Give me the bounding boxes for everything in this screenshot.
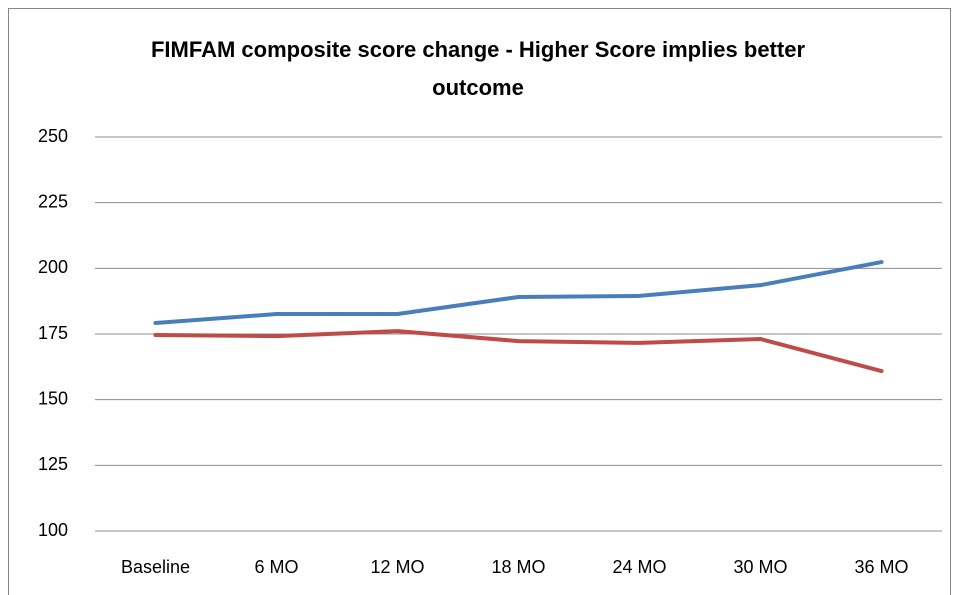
y-tick-label: 150 [38, 388, 68, 408]
y-tick-label: 125 [38, 454, 68, 474]
x-tick-label: 6 MO [254, 557, 298, 577]
series-line [153, 329, 884, 374]
x-tick-label: 12 MO [370, 557, 424, 577]
y-tick-label: 100 [38, 520, 68, 540]
series-line [153, 260, 884, 325]
y-tick-label: 225 [38, 191, 68, 211]
chart-title: FIMFAM composite score change - Higher S… [150, 37, 806, 100]
x-tick-label: 24 MO [612, 557, 666, 577]
y-tick-label: 200 [38, 257, 68, 277]
chart-border [8, 8, 951, 595]
x-tick-label: 36 MO [854, 557, 908, 577]
x-tick-label: 18 MO [491, 557, 545, 577]
x-tick-label: 30 MO [733, 557, 787, 577]
y-tick-label: 250 [38, 126, 68, 146]
y-tick-label: 175 [38, 323, 68, 343]
x-tick-label: Baseline [121, 557, 190, 577]
